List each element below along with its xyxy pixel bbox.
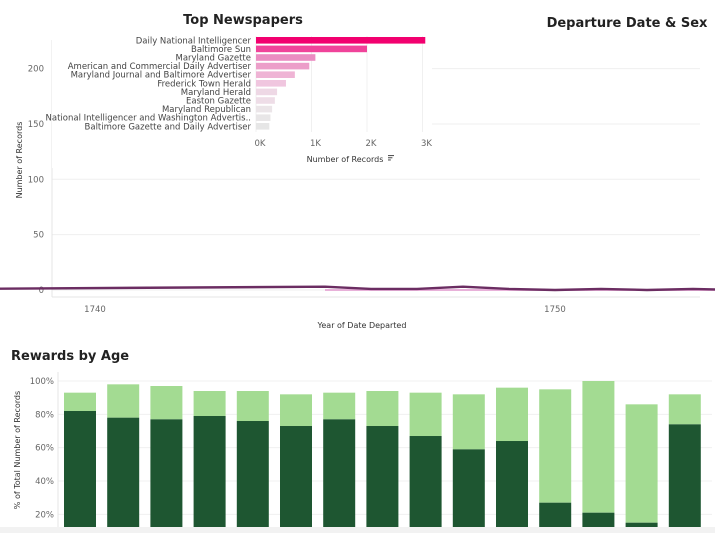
newspaper-label: National Intelligencer and Washington Ad… (46, 114, 251, 124)
y-tick-label: 100 (28, 175, 44, 185)
top-newspapers-title: Top Newspapers (183, 13, 303, 28)
bar-segment-light (280, 394, 312, 427)
y-axis-title: % of Total Number of Records (13, 391, 22, 509)
rewards-by-age-chart: 20% 40% 60% 80% 100% % of Total Number of Rec… (0, 372, 715, 533)
bar-segment-dark (107, 417, 140, 527)
bar-segment-dark (409, 436, 442, 527)
newspaper-bar (256, 71, 295, 78)
x-tick-label: 0K (255, 139, 266, 149)
y-tick-label: 80% (35, 410, 54, 420)
bar-segment-light (539, 389, 572, 503)
bar-segment-dark (452, 449, 485, 527)
y-tick-label: 20% (35, 510, 54, 520)
newspaper-label: Baltimore Sun (191, 45, 251, 55)
y-tick-label: 50 (33, 231, 44, 241)
bar-segment-dark (668, 424, 701, 527)
y-tick-label: 100% (30, 377, 54, 387)
bar-segment-light (409, 392, 442, 437)
newspaper-bar (256, 62, 310, 70)
bar-segment-light (625, 404, 658, 523)
newspaper-bar (256, 114, 271, 121)
sort-icon-bar (388, 159, 391, 161)
x-tick-label: 3K (421, 139, 432, 149)
newspaper-bar (256, 97, 275, 104)
bar-segment-dark (150, 419, 183, 527)
newspaper-label: American and Commercial Daily Advertiser (68, 62, 252, 72)
sort-icon-bar (388, 157, 393, 159)
newspaper-bar (256, 80, 286, 87)
bar-segment-dark (625, 522, 658, 527)
newspaper-label: Frederick Town Herald (157, 79, 251, 89)
newspaper-bar (256, 54, 316, 61)
newspaper-label: Maryland Republican (162, 105, 251, 115)
newspaper-label: Maryland Gazette (175, 54, 251, 64)
newspaper-panel-bg (52, 30, 432, 168)
rewards-title: Rewards by Age (11, 349, 129, 364)
y-tick-label: 0 (39, 286, 44, 296)
bar-segment-light (107, 384, 140, 418)
x-tick-label: 1K (310, 139, 321, 149)
series-line-female (325, 289, 715, 291)
sort-descending-icon (388, 155, 394, 161)
bar-segment-light (64, 392, 96, 412)
bar-segment-dark (64, 411, 96, 527)
x-tick-label: 1750 (544, 305, 566, 315)
newspaper-bar (256, 88, 278, 96)
newspaper-label: Maryland Journal and Baltimore Advertise… (71, 71, 252, 81)
newspaper-label: Easton Gazette (186, 97, 251, 107)
bar-segment-light (150, 386, 183, 420)
y-tick-label: 60% (35, 444, 54, 454)
bar-segment-light (193, 391, 226, 417)
bar-segment-light (668, 394, 701, 425)
bar-segment-light (236, 391, 269, 422)
bar-segment-dark (539, 502, 572, 527)
departure-title: Departure Date & Sex (547, 16, 708, 31)
bar-segment-light (323, 392, 356, 420)
bar-segment-light (366, 391, 399, 427)
newspaper-bar (256, 37, 426, 44)
newspaper-label: Maryland Herald (181, 88, 251, 98)
x-axis-strip (0, 527, 715, 533)
bar-segment-dark (366, 426, 399, 527)
bar-segment-dark (236, 421, 269, 527)
x-axis-title: Year of Date Departed (317, 321, 407, 330)
newspaper-bar (256, 45, 367, 53)
bar-segment-dark (323, 419, 356, 527)
bar-segment-dark (193, 416, 226, 527)
bar-segment-light (582, 381, 615, 513)
y-tick-label: 150 (28, 120, 44, 130)
y-tick-label: 200 (28, 65, 44, 75)
bar-segment-dark (582, 512, 615, 527)
newspaper-bar (256, 123, 270, 130)
x-axis-title: Number of Records (307, 155, 384, 164)
sort-icon-bar (388, 155, 394, 157)
x-tick-label: 2K (366, 139, 377, 149)
newspaper-bar (256, 105, 273, 113)
bar-segment-light (452, 394, 485, 450)
y-axis-title: Number of Records (15, 122, 24, 199)
bar-segment-dark (280, 426, 312, 527)
bar-segment-dark (496, 441, 528, 527)
bar-segment-light (496, 387, 528, 442)
y-tick-label: 40% (35, 477, 54, 487)
newspaper-label: Daily National Intelligencer (136, 36, 252, 46)
newspaper-label: Baltimore Gazette and Daily Advertiser (85, 122, 252, 132)
x-tick-label: 1740 (84, 305, 106, 315)
